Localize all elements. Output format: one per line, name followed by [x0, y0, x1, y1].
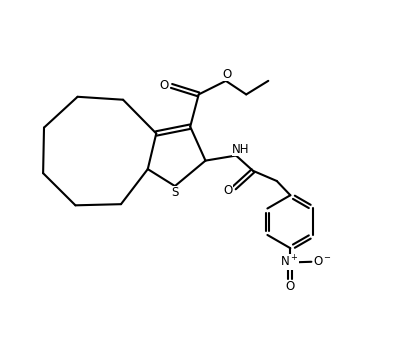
Text: N$^+$: N$^+$ — [281, 255, 299, 270]
Text: NH: NH — [232, 142, 249, 156]
Text: O: O — [222, 68, 231, 81]
Text: O: O — [160, 79, 169, 92]
Text: O: O — [286, 280, 295, 293]
Text: O$^-$: O$^-$ — [313, 255, 332, 268]
Text: S: S — [172, 186, 179, 199]
Text: O: O — [224, 184, 233, 197]
